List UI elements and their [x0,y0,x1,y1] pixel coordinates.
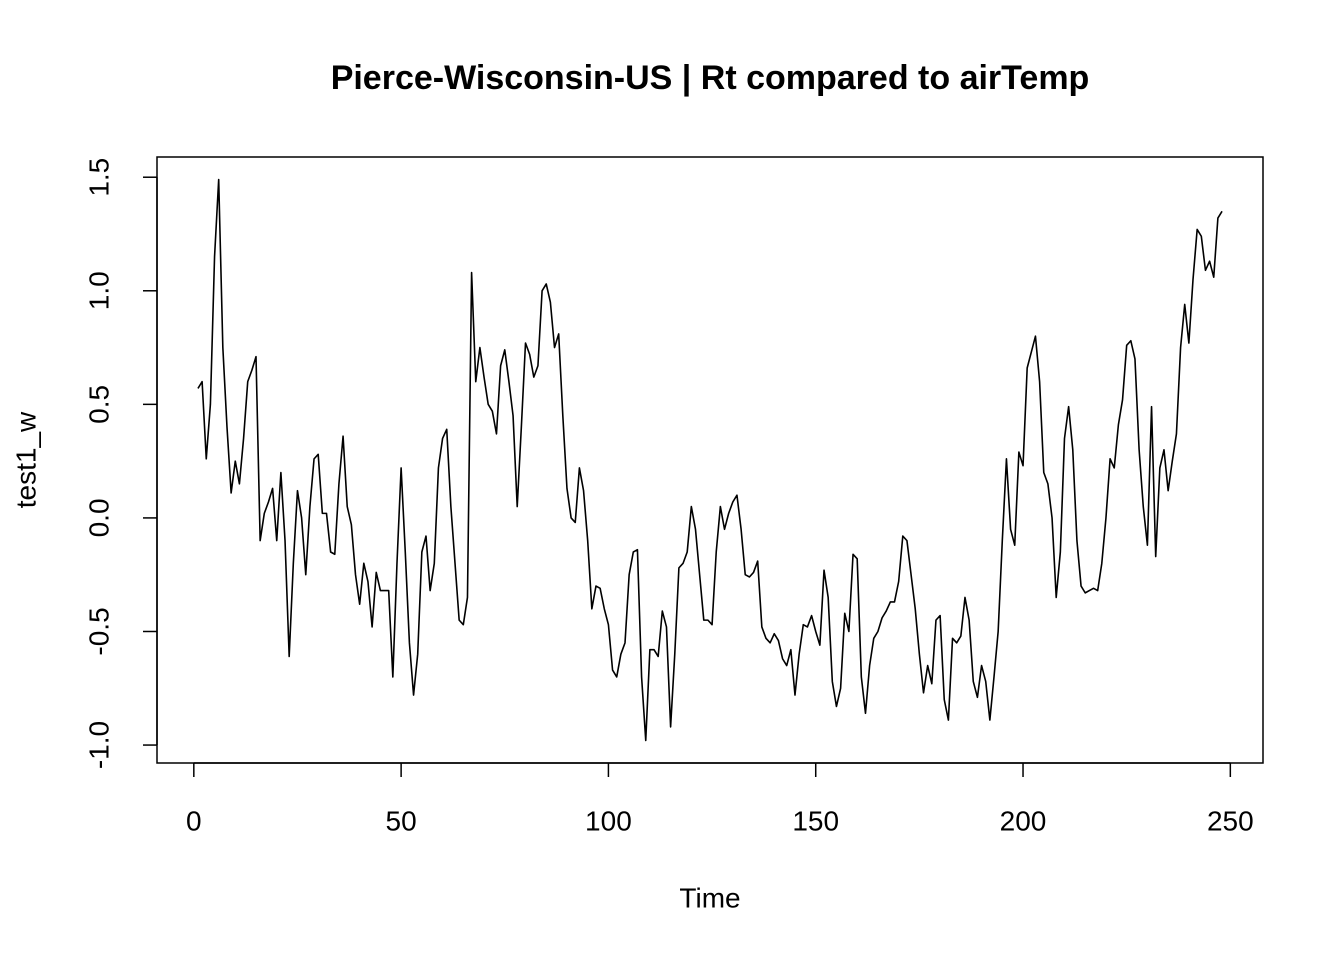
chart-title: Pierce-Wisconsin-US | Rt compared to air… [331,59,1090,97]
x-tick-label: 0 [186,805,202,836]
y-tick-label: 0.0 [83,498,114,537]
plot-box [156,156,1264,764]
y-tick-label: -0.5 [83,607,114,655]
series-line [197,178,1223,742]
y-axis-label: test1_w [10,411,41,508]
x-tick-label: 100 [585,805,632,836]
y-tick-label: -1.0 [83,721,114,769]
x-tick-label: 50 [386,805,417,836]
x-tick-label: 200 [1000,805,1047,836]
y-tick-label: 0.5 [83,385,114,424]
x-tick-label: 250 [1207,805,1254,836]
x-axis-label: Time [679,882,740,913]
y-tick-label: 1.0 [83,271,114,310]
y-tick-label: 1.5 [83,158,114,197]
x-tick-label: 150 [792,805,839,836]
